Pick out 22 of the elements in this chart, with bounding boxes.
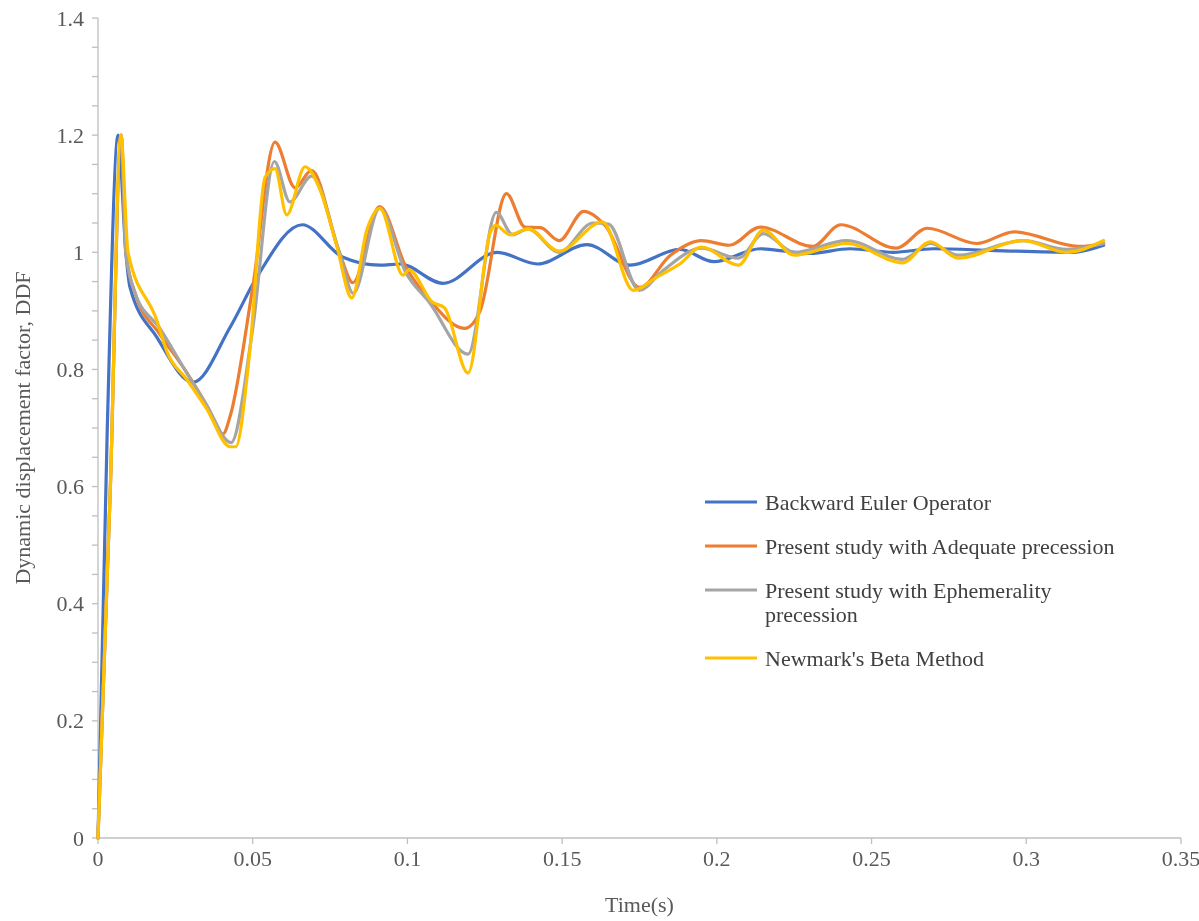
- x-tick-label: 0.35: [1161, 846, 1199, 871]
- legend-label: Present study with Ephemerality precession: [765, 577, 1052, 627]
- x-tick-label: 0.3: [1012, 846, 1041, 871]
- y-tick-label: 0.8: [56, 356, 84, 382]
- y-tick-label: 0.4: [56, 591, 84, 617]
- y-tick-label: 0: [73, 825, 84, 851]
- x-tick-label: 0.2: [703, 846, 731, 871]
- x-tick-label: 0.05: [233, 846, 272, 871]
- y-tick-label: 0.6: [56, 474, 84, 500]
- y-tick-label: 1.4: [56, 5, 84, 31]
- x-axis-title: Time(s): [605, 892, 674, 917]
- y-tick-label: 1.2: [56, 122, 84, 148]
- x-tick-label: 0.15: [542, 846, 582, 871]
- x-tick-label: 0.25: [852, 846, 891, 871]
- x-tick-label: 0.1: [393, 846, 422, 871]
- y-tick-label: 1: [73, 239, 84, 265]
- legend-label: Newmark's Beta Method: [765, 645, 985, 671]
- legend-label: Backward Euler Operator: [765, 489, 992, 515]
- y-tick-label: 0.2: [56, 708, 84, 734]
- legend-label: Present study with Adequate precession: [765, 533, 1115, 559]
- y-axis-title: Dynamic displacement factor, DDF: [10, 271, 35, 585]
- x-tick-label: 0: [92, 846, 104, 871]
